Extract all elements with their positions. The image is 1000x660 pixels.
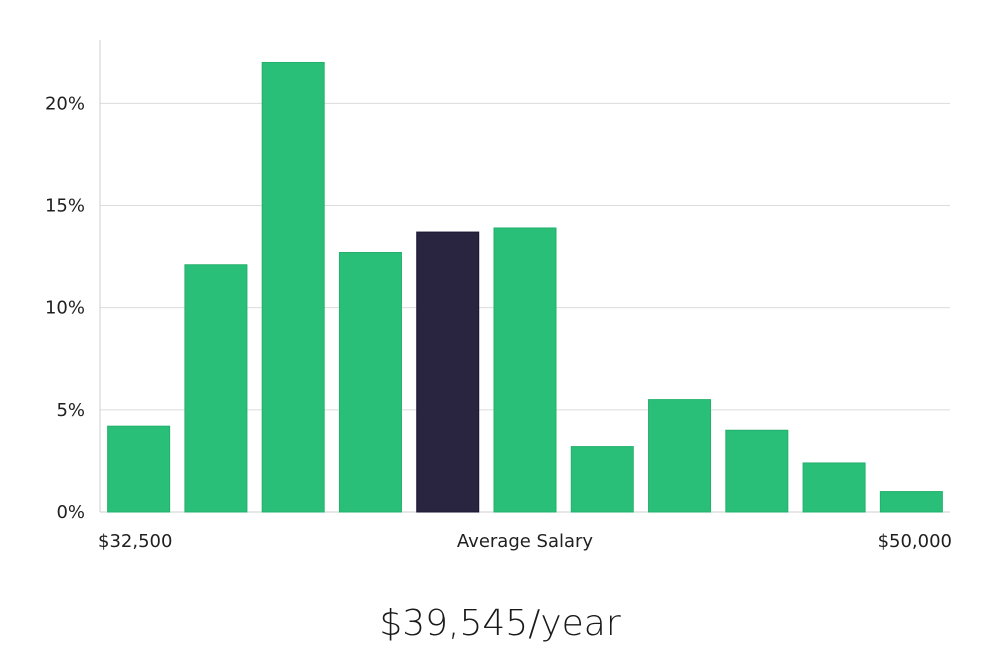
y-tick-label: 0% [56,502,85,523]
y-tick-label: 15% [45,196,85,217]
chart-svg: 0% 5% 10% 15% 20% $32,500 Average Salary $50,00… [45,40,952,552]
y-tick-label: 20% [45,93,85,114]
x-max-label: $50,000 [878,531,952,552]
bar [725,429,789,513]
bar [338,252,402,513]
bar [184,264,248,513]
salary-histogram: 0% 5% 10% 15% 20% $32,500 Average Salary $50,00… [45,40,952,552]
bar [107,425,171,513]
bar [802,462,866,513]
bar-highlight [416,231,480,513]
y-tick-label: 10% [45,298,85,319]
bar [570,446,634,513]
bar [648,399,712,513]
y-tick-label: 5% [56,400,85,421]
bar [261,61,325,513]
x-center-label: Average Salary [457,531,594,552]
average-salary-value: $39,545/year [379,603,621,644]
x-min-label: $32,500 [98,531,172,552]
bar [493,227,557,513]
bar [879,491,943,513]
